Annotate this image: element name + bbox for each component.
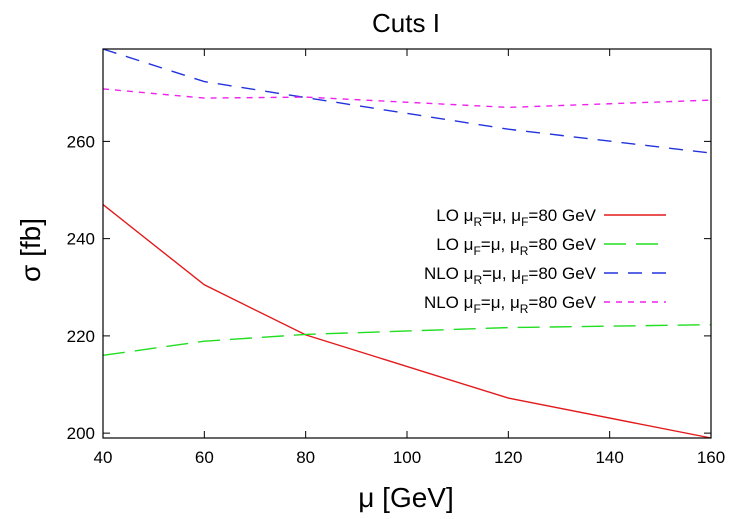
y-tick-label: 260 — [67, 132, 95, 151]
x-tick-label: 120 — [494, 448, 522, 467]
legend: LO μR=μ, μF=80 GeV LO μF=μ, μR=80 GeV NLO … — [424, 206, 666, 316]
y-tick-label: 240 — [67, 230, 95, 249]
series-layer — [102, 48, 712, 439]
y-tick-label: 220 — [67, 327, 95, 346]
x-tick-label: 40 — [94, 448, 113, 467]
legend-label-4: NLO μF=μ, μR=80 GeV — [424, 293, 597, 316]
chart-title: Cuts I — [372, 8, 440, 38]
x-tick-label: 80 — [296, 448, 315, 467]
x-axis-label: μ [GeV] — [358, 482, 454, 513]
legend-label-3: NLO μR=μ, μF=80 GeV — [424, 264, 597, 287]
x-tick-label: 60 — [195, 448, 214, 467]
y-axis-label: σ [fb] — [15, 218, 46, 282]
series-line-2 — [102, 324, 712, 356]
y-tick-label: 200 — [67, 424, 95, 443]
series-line-3 — [102, 48, 712, 154]
legend-label-2: LO μF=μ, μR=80 GeV — [436, 235, 596, 258]
tick-layer: 40 60 80 100 120 140 160 200 220 240 260 — [67, 49, 725, 467]
x-tick-label: 100 — [393, 448, 421, 467]
x-tick-label: 140 — [595, 448, 623, 467]
legend-label-1: LO μR=μ, μF=80 GeV — [436, 206, 596, 229]
x-tick-label: 160 — [697, 448, 725, 467]
series-line-4 — [102, 88, 712, 109]
series-line-1 — [102, 204, 712, 439]
